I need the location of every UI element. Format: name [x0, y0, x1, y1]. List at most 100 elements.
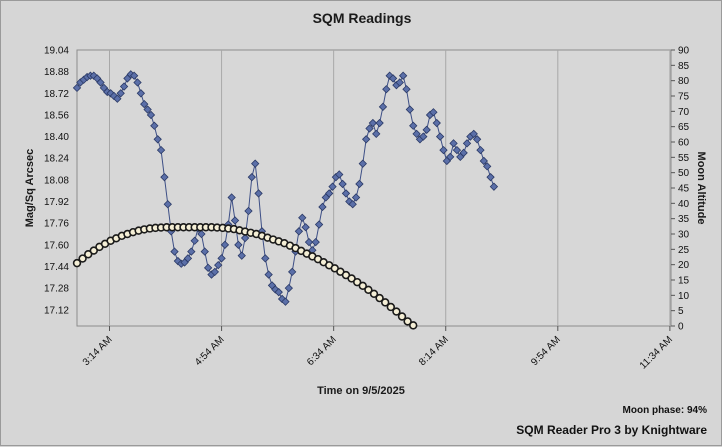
sqm-point	[190, 236, 199, 245]
sqm-point	[234, 240, 243, 249]
moon-point	[89, 246, 99, 255]
moon-point	[409, 321, 418, 330]
sqm-point	[358, 159, 367, 168]
sqm-point	[261, 254, 270, 263]
credit-text: SQM Reader Pro 3 by Knightware	[516, 423, 707, 437]
sqm-point	[452, 145, 462, 155]
sqm-point	[72, 83, 82, 93]
sqm-point	[318, 202, 327, 212]
sqm-point	[378, 102, 388, 111]
sqm-point	[365, 124, 374, 133]
y2-tick-label: 80	[678, 76, 690, 87]
sqm-point	[351, 193, 361, 202]
sqm-point	[214, 260, 223, 270]
sqm-point	[301, 223, 310, 232]
y2-axis-label: Moon Altitude	[695, 152, 707, 225]
moon-point	[403, 317, 412, 326]
y2-tick-label: 35	[678, 214, 690, 225]
y-tick-label: 18.56	[44, 110, 69, 121]
moon-point	[358, 281, 367, 291]
y-tick-label: 17.28	[44, 284, 69, 295]
y-tick-label: 17.92	[44, 197, 69, 208]
sqm-point	[439, 145, 448, 155]
y2-tick-label: 90	[678, 46, 690, 57]
sqm-point	[375, 118, 384, 128]
y-tick-label: 17.12	[44, 305, 69, 316]
sqm-point	[284, 283, 293, 293]
y-tick-label: 17.76	[44, 219, 69, 230]
y2-tick-label: 0	[678, 322, 684, 333]
sqm-point	[345, 197, 354, 206]
moon-point	[72, 258, 82, 268]
moon-point	[369, 289, 379, 298]
plot-area	[76, 49, 672, 327]
sqm-point	[227, 193, 236, 202]
sqm-point	[483, 162, 492, 171]
sqm-point	[281, 297, 290, 306]
moon-point	[386, 302, 396, 312]
sqm-point	[355, 179, 364, 189]
sqm-point	[469, 129, 478, 139]
sqm-point	[197, 229, 206, 239]
moon-point	[352, 277, 362, 287]
sqm-point	[217, 254, 226, 263]
sqm-point	[388, 74, 398, 83]
y2-tick-label: 45	[678, 184, 690, 195]
sqm-point	[200, 247, 209, 256]
x-tick-label: 9:54 AM	[529, 334, 563, 368]
y-tick-label: 18.24	[44, 154, 69, 165]
sqm-point	[277, 294, 287, 304]
y2-tick-label: 10	[678, 291, 690, 302]
sqm-point	[140, 99, 149, 109]
moon-point	[347, 274, 356, 283]
x-tick-label: 11:34 AM	[638, 334, 675, 371]
moon-phase-text: Moon phase: 94%	[623, 405, 708, 416]
sqm-point	[143, 105, 152, 114]
sqm-point	[402, 85, 411, 94]
y2-tick-label: 75	[678, 92, 690, 103]
left-axis-ticks: 19.04 18.88 18.72 18.56 18.40 18.24 18.08 17.92…	[44, 46, 69, 317]
sqm-point	[435, 132, 445, 141]
sqm-point	[136, 89, 146, 98]
sqm-point	[113, 94, 122, 103]
chart-title: SQM Readings	[313, 10, 412, 26]
sqm-point	[288, 267, 297, 277]
sqm-point	[274, 288, 283, 297]
sqm-point	[446, 152, 455, 162]
sqm-point	[486, 173, 495, 182]
sqm-point	[368, 118, 378, 128]
y-tick-label: 19.04	[44, 46, 69, 57]
sqm-point	[183, 254, 193, 263]
sqm-point	[153, 135, 162, 144]
sqm-point	[240, 233, 250, 243]
y-tick-label: 18.40	[44, 132, 69, 143]
sqm-point	[449, 139, 458, 148]
sqm-point	[405, 105, 415, 114]
y2-tick-label: 85	[678, 61, 690, 72]
moon-point	[364, 285, 373, 295]
sqm-point	[163, 200, 172, 209]
sqm-point	[341, 189, 351, 198]
y2-tick-label: 70	[678, 107, 690, 118]
sqm-point	[472, 135, 482, 144]
sqm-point	[298, 213, 307, 222]
sqm-point	[129, 71, 139, 80]
sqm-point	[254, 189, 263, 198]
y-tick-label: 18.72	[44, 89, 69, 100]
sqm-point	[119, 82, 129, 91]
sqm-point	[96, 78, 105, 87]
y2-tick-label: 5	[678, 306, 684, 317]
moon-point	[392, 307, 401, 316]
moon-altitude-series	[72, 223, 418, 330]
sqm-point	[398, 71, 408, 80]
x-axis-label: Time on 9/5/2025	[317, 385, 405, 397]
moon-point	[84, 250, 93, 259]
y2-tick-label: 40	[678, 199, 690, 210]
sqm-point	[325, 189, 334, 198]
sqm-point	[361, 135, 371, 144]
sqm-point	[432, 118, 441, 128]
sqm-point	[203, 263, 213, 272]
sqm-point	[170, 247, 179, 256]
sqm-point	[348, 200, 357, 209]
